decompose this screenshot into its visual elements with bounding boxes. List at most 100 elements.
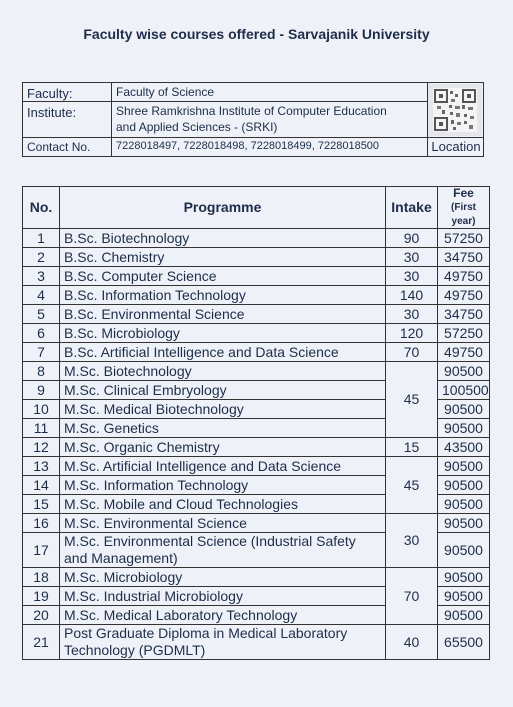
row-no: 15 <box>22 494 60 514</box>
row-fee: 90500 <box>437 567 490 587</box>
header-no: No. <box>22 186 60 229</box>
institute-info-box: Faculty: Faculty of Science Institute: S… <box>22 82 484 157</box>
row-no: 5 <box>22 304 60 324</box>
row-programme: M.Sc. Industrial Microbiology <box>59 586 386 606</box>
table-row: 7 B.Sc. Artificial Intelligence and Data… <box>22 342 490 362</box>
contact-value: 7228018497, 7228018498, 7228018499, 7228… <box>116 140 380 152</box>
table-row: 15 M.Sc. Mobile and Cloud Technologies 9… <box>22 494 490 514</box>
row-programme: M.Sc. Medical Biotechnology <box>59 399 386 419</box>
table-row: 17 M.Sc. Environmental Science (Industri… <box>22 532 490 568</box>
row-programme: B.Sc. Microbiology <box>59 323 386 343</box>
row-no: 2 <box>22 247 60 267</box>
row-no: 7 <box>22 342 60 362</box>
row-programme: B.Sc. Biotechnology <box>59 228 386 248</box>
table-row: 18 M.Sc. Microbiology 70 90500 <box>22 567 490 625</box>
row-programme: M.Sc. Information Technology <box>59 475 386 495</box>
row-no: 8 <box>22 361 60 381</box>
row-fee: 90500 <box>437 399 490 419</box>
row-no: 1 <box>22 228 60 248</box>
table-row: 16 M.Sc. Environmental Science 30 90500 <box>22 513 490 568</box>
courses-table: No. Programme Intake Fee (First year) 1 … <box>22 186 490 660</box>
row-intake: 30 <box>385 247 438 267</box>
row-fee: 65500 <box>437 624 490 660</box>
table-row: 10 M.Sc. Medical Biotechnology 90500 <box>22 399 490 419</box>
institute-line-1: Shree Ramkrishna Institute of Computer E… <box>116 104 387 118</box>
table-row: 14 M.Sc. Information Technology 90500 <box>22 475 490 495</box>
row-programme: B.Sc. Chemistry <box>59 247 386 267</box>
header-fee-sub: (First year) <box>451 202 476 227</box>
row-intake: 30 <box>385 513 438 568</box>
row-programme: M.Sc. Medical Laboratory Technology <box>59 605 386 625</box>
row-fee: 90500 <box>437 605 490 625</box>
row-programme: M.Sc. Biotechnology <box>59 361 386 381</box>
table-row: 11 M.Sc. Genetics 90500 <box>22 418 490 438</box>
row-programme: M.Sc. Organic Chemistry <box>59 437 386 457</box>
row-fee: 90500 <box>437 513 490 533</box>
row-no: 20 <box>22 605 60 625</box>
row-no: 4 <box>22 285 60 305</box>
row-programme: M.Sc. Genetics <box>59 418 386 438</box>
institute-line-2: and Applied Sciences - (SRKI) <box>116 119 278 134</box>
row-intake: 70 <box>385 342 438 362</box>
row-programme: M.Sc. Mobile and Cloud Technologies <box>59 494 386 514</box>
faculty-value: Faculty of Science <box>116 85 215 99</box>
table-row: 3 B.Sc. Computer Science 30 49750 <box>22 266 490 286</box>
table-row: 19 M.Sc. Industrial Microbiology 90500 <box>22 586 490 606</box>
row-fee: 49750 <box>437 266 490 286</box>
row-no: 11 <box>22 418 60 438</box>
row-no: 19 <box>22 586 60 606</box>
row-fee: 90500 <box>437 361 490 381</box>
header-fee-label: Fee <box>453 186 474 200</box>
row-intake: 30 <box>385 266 438 286</box>
row-fee: 57250 <box>437 228 490 248</box>
table-row: 5 B.Sc. Environmental Science 30 34750 <box>22 304 490 324</box>
row-programme: M.Sc. Clinical Embryology <box>59 380 386 400</box>
row-programme: M.Sc. Artificial Intelligence and Data S… <box>59 456 386 476</box>
institute-value: Shree Ramkrishna Institute of Computer E… <box>112 104 428 135</box>
institute-label: Institute: <box>27 105 77 120</box>
location-link[interactable]: Location <box>431 139 481 154</box>
row-no: 21 <box>22 624 60 660</box>
header-intake: Intake <box>385 186 438 229</box>
table-row: 2 B.Sc. Chemistry 30 34750 <box>22 247 490 267</box>
row-fee: 90500 <box>437 456 490 476</box>
row-no: 18 <box>22 567 60 587</box>
row-intake: 120 <box>385 323 438 343</box>
row-fee: 49750 <box>437 285 490 305</box>
table-row: 1 B.Sc. Biotechnology 90 57250 <box>22 228 490 248</box>
row-fee: 34750 <box>437 247 490 267</box>
table-header-row: No. Programme Intake Fee (First year) <box>22 186 490 229</box>
header-fee: Fee (First year) <box>437 186 490 229</box>
row-no: 12 <box>22 437 60 457</box>
table-row: 12 M.Sc. Organic Chemistry 15 43500 <box>22 437 490 457</box>
page-title: Faculty wise courses offered - Sarvajani… <box>83 26 430 42</box>
row-fee: 90500 <box>437 586 490 606</box>
row-intake: 40 <box>385 624 438 660</box>
row-fee: 49750 <box>437 342 490 362</box>
row-fee: 100500 <box>437 380 490 400</box>
row-programme: M.Sc. Environmental Science <box>59 513 386 533</box>
row-programme: B.Sc. Artificial Intelligence and Data S… <box>59 342 386 362</box>
row-programme: B.Sc. Information Technology <box>59 285 386 305</box>
row-intake: 15 <box>385 437 438 457</box>
row-programme: M.Sc. Environmental Science (Industrial … <box>59 532 386 568</box>
table-row: 6 B.Sc. Microbiology 120 57250 <box>22 323 490 343</box>
row-no: 13 <box>22 456 60 476</box>
row-intake: 45 <box>385 361 438 438</box>
row-intake: 70 <box>385 567 438 625</box>
row-intake: 140 <box>385 285 438 305</box>
row-programme: Post Graduate Diploma in Medical Laborat… <box>59 624 386 660</box>
table-row: 13 M.Sc. Artificial Intelligence and Dat… <box>22 456 490 514</box>
row-programme: B.Sc. Computer Science <box>59 266 386 286</box>
row-intake: 90 <box>385 228 438 248</box>
row-fee: 90500 <box>437 532 490 568</box>
faculty-label: Faculty: <box>27 86 73 101</box>
row-programme: B.Sc. Environmental Science <box>59 304 386 324</box>
row-no: 16 <box>22 513 60 533</box>
row-fee: 57250 <box>437 323 490 343</box>
table-row: 8 M.Sc. Biotechnology 45 90500 <box>22 361 490 438</box>
row-fee: 90500 <box>437 475 490 495</box>
table-row: 21 Post Graduate Diploma in Medical Labo… <box>22 624 490 660</box>
row-fee: 43500 <box>437 437 490 457</box>
qr-code-icon[interactable] <box>428 84 482 136</box>
